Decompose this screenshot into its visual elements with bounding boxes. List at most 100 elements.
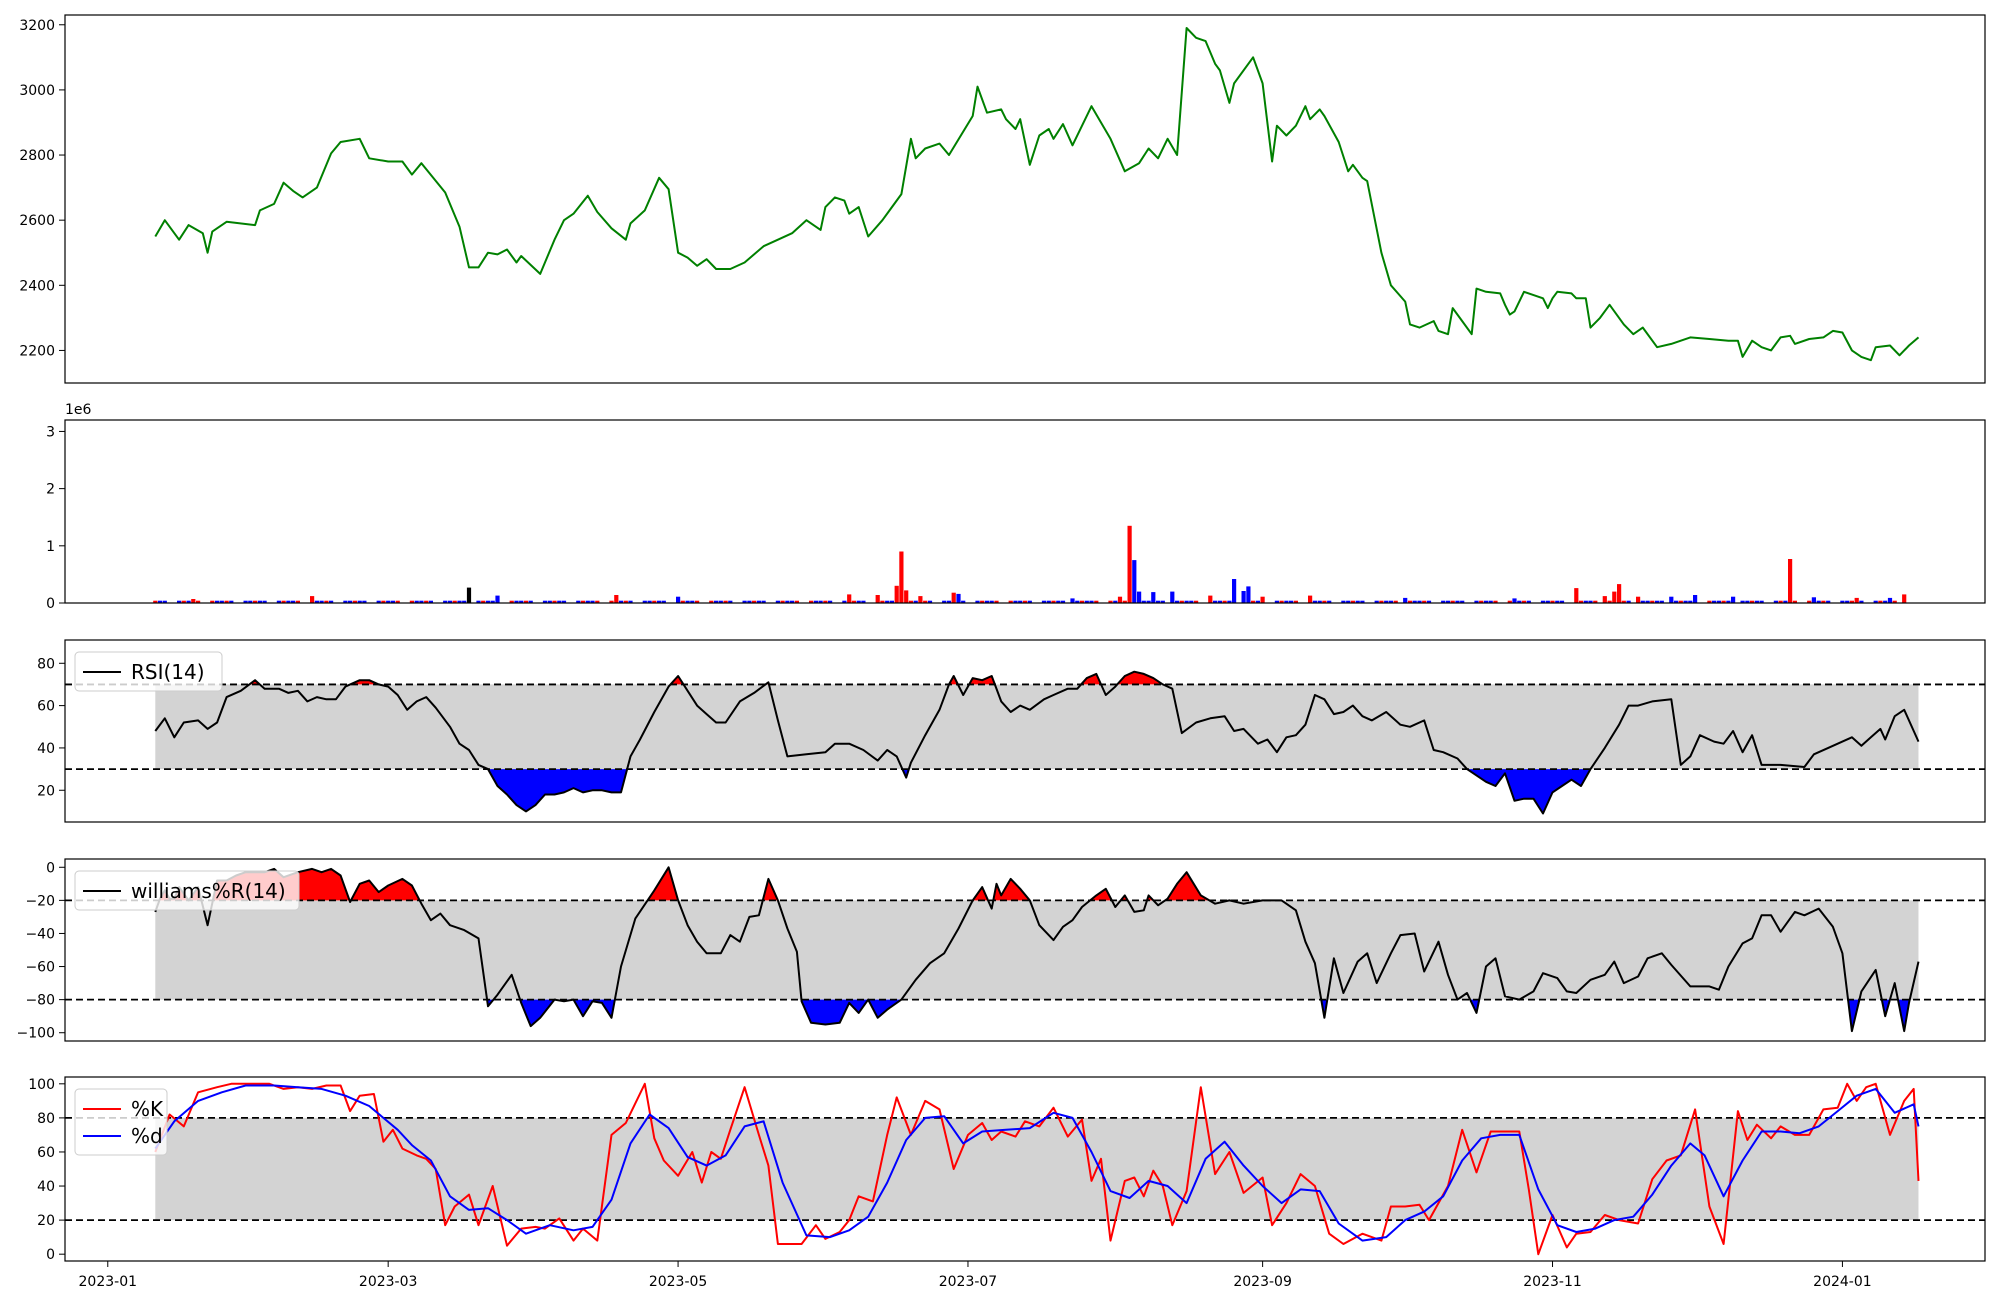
volume-bar <box>324 600 329 603</box>
volume-bar <box>547 600 552 603</box>
volume-bar <box>585 600 590 603</box>
volume-bar <box>153 600 158 603</box>
volume-bar <box>1588 600 1593 603</box>
volume-bar <box>1645 600 1650 603</box>
rsi-ytick-label: 20 <box>37 783 55 799</box>
volume-bar <box>956 593 961 603</box>
volume-bar <box>310 596 315 603</box>
volume-bar <box>1246 586 1251 603</box>
volume-bar <box>1726 600 1731 603</box>
volume-bar <box>191 599 196 603</box>
volume-bar <box>1075 600 1080 603</box>
rsi-frame <box>64 639 1986 823</box>
rsi-ytick-label: 80 <box>37 656 55 672</box>
volume-bar <box>177 600 182 603</box>
volume-bar <box>676 596 681 603</box>
volume-bar <box>1346 600 1351 603</box>
volume-bar <box>642 600 647 603</box>
volume-bar <box>1640 600 1645 603</box>
volume-bar <box>1655 600 1660 603</box>
volume-bar <box>889 600 894 603</box>
volume-bar <box>923 600 928 603</box>
volume-bar <box>1412 600 1417 603</box>
volume-bar <box>466 587 472 603</box>
volume-bar <box>409 600 414 603</box>
volume-bar <box>162 600 167 603</box>
williams-ytick-label: −100 <box>17 1026 55 1042</box>
volume-bar <box>927 600 933 603</box>
x-tick-label: 2023-03 <box>359 1274 418 1290</box>
volume-bar <box>775 600 780 603</box>
volume-bar <box>1773 600 1778 603</box>
price-ytick-label: 2800 <box>19 148 55 164</box>
volume-bar <box>1754 600 1759 603</box>
volume-bar <box>1194 600 1199 603</box>
volume-bar <box>362 600 367 603</box>
volume-bar <box>557 600 562 603</box>
volume-panel: 0 1 2 3 1e6 <box>46 402 1986 612</box>
volume-bar <box>485 600 491 603</box>
volume-bar <box>210 600 215 603</box>
volume-bar <box>894 585 899 603</box>
price-ytick-label: 3000 <box>19 83 55 99</box>
volume-bar <box>1707 600 1712 603</box>
volume-bar <box>761 600 766 603</box>
volume-bar <box>1008 600 1013 603</box>
volume-bar <box>381 600 386 603</box>
volume-bar <box>376 600 381 603</box>
volume-bar <box>918 596 923 603</box>
volume-bar <box>818 600 823 603</box>
volume-bar <box>1284 600 1289 603</box>
x-tick-label: 2023-05 <box>649 1274 708 1290</box>
williams-frame <box>64 858 1986 1042</box>
volume-bar <box>1374 600 1379 603</box>
volume-bar <box>262 600 267 603</box>
volume-bar <box>395 600 400 603</box>
stochastic-ytick-label: 0 <box>46 1247 55 1263</box>
stochastic-panel: 0 20 40 60 80 100 %K %d 2023-01 2023-03 2023-05 202… <box>28 1076 1986 1290</box>
stochastic-ytick-label: 20 <box>37 1213 55 1229</box>
volume-bar <box>1526 600 1531 603</box>
x-tick-label: 2023-01 <box>79 1274 138 1290</box>
stochastic-ytick-label: 40 <box>37 1179 55 1195</box>
volume-bar <box>1312 600 1317 603</box>
volume-bar <box>1217 600 1222 603</box>
volume-bar <box>1041 600 1047 603</box>
volume-bar <box>1060 600 1066 603</box>
volume-bar <box>462 600 467 603</box>
volume-bar <box>1018 600 1023 603</box>
volume-bar <box>842 600 847 603</box>
volume-bar <box>1127 525 1132 603</box>
volume-bar <box>1788 559 1793 603</box>
volume-ytick-label: 0 <box>46 596 55 612</box>
volume-bar <box>357 600 362 603</box>
volume-bar <box>514 600 519 603</box>
volume-bar <box>590 600 595 603</box>
volume-bar <box>1175 600 1180 603</box>
volume-bar <box>1022 600 1028 603</box>
volume-bar <box>1559 600 1565 603</box>
williams-ytick-label: 0 <box>46 860 55 876</box>
volume-bar <box>1132 560 1137 603</box>
volume-bar <box>875 595 880 603</box>
volume-bar <box>1117 596 1123 603</box>
volume-bar <box>1626 600 1631 603</box>
volume-bar <box>1745 600 1750 603</box>
volume-bar <box>1731 596 1736 603</box>
volume-bar <box>1189 600 1194 603</box>
volume-bar <box>823 600 828 603</box>
volume-bar <box>813 600 818 603</box>
volume-bar <box>1141 600 1146 603</box>
price-ytick-label: 2400 <box>19 278 55 294</box>
volume-bar <box>1179 600 1184 603</box>
volume-bar <box>348 600 353 603</box>
stochastic-neutral-band <box>155 1117 1919 1221</box>
volume-bar <box>519 600 524 603</box>
volume-bar <box>1260 596 1265 603</box>
volume-bar <box>661 600 666 603</box>
volume-bar <box>1151 592 1156 603</box>
volume-bar <box>1826 600 1831 603</box>
price-panel: 2200 2400 2600 2800 3000 3200 <box>19 14 1986 384</box>
volume-bar <box>1821 600 1826 603</box>
